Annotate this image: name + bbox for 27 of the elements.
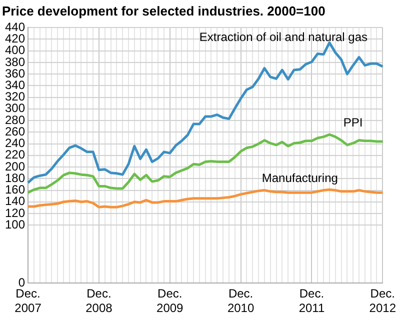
- series-label: Manufacturing: [262, 170, 338, 185]
- y-tick-label: 280: [4, 112, 26, 127]
- y-tick-label: 220: [4, 148, 26, 162]
- chart-title: Price development for selected industries. 2000=100: [2, 3, 326, 18]
- x-tick-label: Dec. 2011: [298, 286, 325, 316]
- y-tick-label: 380: [4, 54, 26, 69]
- series-label: PPI: [343, 116, 363, 130]
- y-tick-label: 200: [4, 159, 26, 174]
- y-tick-label: 180: [4, 170, 26, 185]
- y-tick-label: 300: [4, 101, 26, 116]
- y-tick-label: 260: [4, 124, 26, 138]
- y-tick-label: 100: [4, 217, 26, 232]
- y-tick-label: 140: [4, 194, 26, 208]
- y-tick-label: 340: [4, 78, 26, 92]
- x-tick-label: Dec. 2009: [156, 286, 184, 316]
- y-tick-label: 400: [4, 43, 26, 58]
- series-label: Extraction of oil and natural gas: [199, 30, 368, 44]
- y-tick-label: 420: [4, 32, 26, 46]
- y-tick-label: 160: [4, 182, 26, 197]
- y-tick-label: 240: [4, 136, 26, 150]
- x-tick-label: Dec. 2010: [227, 286, 254, 316]
- y-tick-label: 320: [4, 90, 26, 104]
- x-tick-label: Dec. 2008: [86, 286, 113, 316]
- y-tick-label: 120: [4, 206, 26, 220]
- y-tick-label: 360: [4, 66, 26, 80]
- y-tick-label: 440: [4, 20, 26, 34]
- x-tick-label: Dec. 2012: [369, 286, 396, 316]
